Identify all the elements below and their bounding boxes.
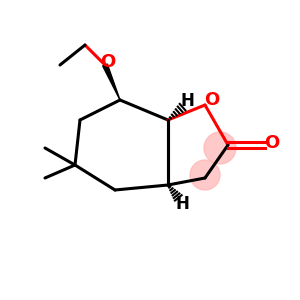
Text: H: H	[175, 195, 189, 213]
Text: H: H	[180, 92, 194, 110]
Circle shape	[204, 132, 236, 164]
Circle shape	[190, 160, 220, 190]
Text: O: O	[264, 134, 280, 152]
Polygon shape	[103, 64, 120, 100]
Text: O: O	[100, 53, 116, 71]
Text: O: O	[204, 91, 220, 109]
